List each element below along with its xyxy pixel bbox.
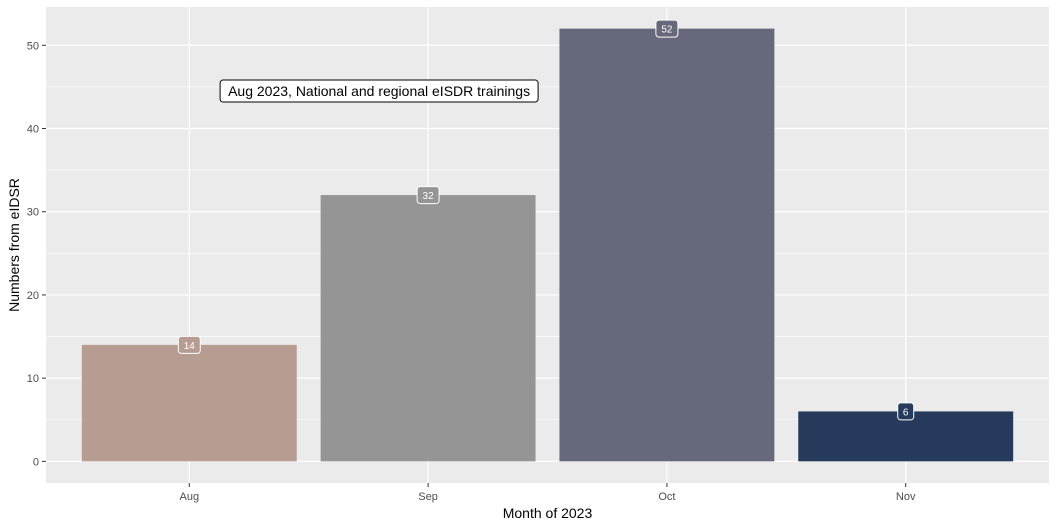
y-tick-label: 40 bbox=[27, 123, 39, 135]
bars bbox=[81, 28, 1014, 462]
bar-label-box bbox=[416, 186, 440, 205]
bar-value-label: 52 bbox=[661, 25, 673, 36]
y-tick-label: 20 bbox=[27, 290, 39, 302]
annotation-box bbox=[219, 79, 539, 103]
y-axis-title: Numbers from eIDSR bbox=[6, 178, 22, 312]
bar-oct bbox=[559, 28, 775, 462]
x-tick-label: Aug bbox=[179, 491, 199, 503]
x-axis-title: Month of 2023 bbox=[503, 505, 593, 521]
x-tick-label: Nov bbox=[896, 491, 916, 503]
y-tick-label: 50 bbox=[27, 40, 39, 52]
x-axis-ticks: Aug Sep Oct Nov bbox=[179, 483, 916, 503]
y-axis-ticks: 0 10 20 30 40 50 bbox=[27, 40, 46, 468]
bar-value-labels: 14 32 52 6 bbox=[177, 19, 915, 421]
x-tick-label: Sep bbox=[418, 491, 438, 503]
bar-aug bbox=[81, 344, 297, 462]
y-tick-label: 10 bbox=[27, 373, 39, 385]
bar-label-box bbox=[897, 402, 915, 421]
x-tick-label: Oct bbox=[658, 491, 675, 503]
chart-annotation: Aug 2023, National and regional eISDR tr… bbox=[219, 79, 539, 103]
bar-value-label: 32 bbox=[423, 191, 435, 202]
bar-value-label: 6 bbox=[903, 407, 909, 418]
bar-label-box bbox=[177, 335, 201, 354]
y-tick-label: 0 bbox=[33, 456, 39, 468]
bar-sep bbox=[320, 195, 536, 462]
bar-label-box bbox=[655, 19, 679, 38]
bar-value-label: 14 bbox=[184, 341, 196, 352]
y-tick-label: 30 bbox=[27, 207, 39, 219]
annotation-label: Aug 2023, National and regional eISDR tr… bbox=[228, 83, 530, 99]
